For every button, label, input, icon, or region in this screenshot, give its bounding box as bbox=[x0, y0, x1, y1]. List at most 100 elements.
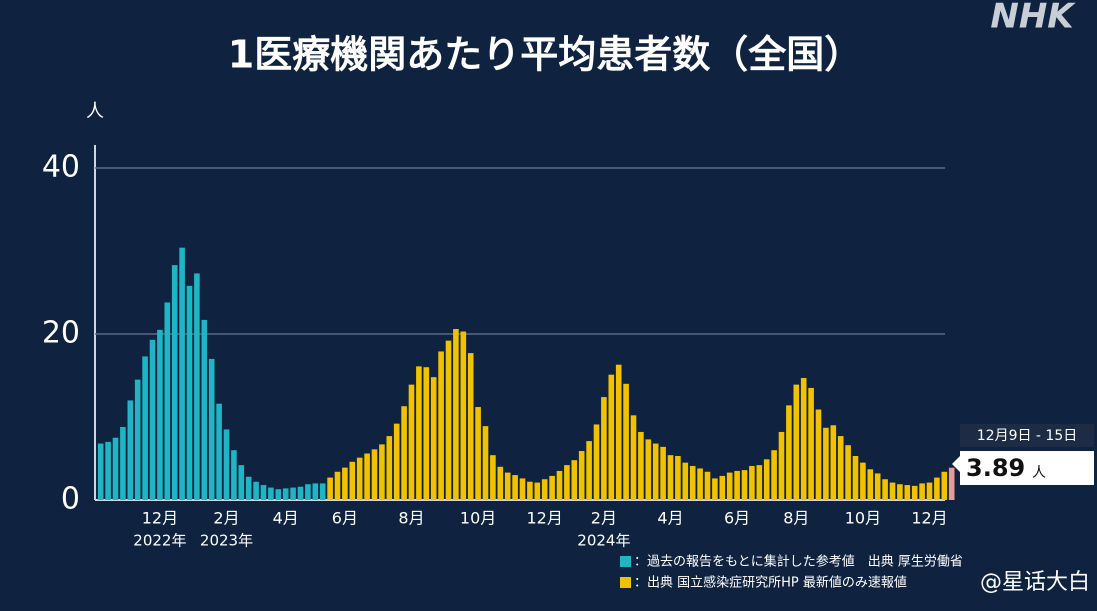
bar bbox=[201, 319, 208, 500]
bar bbox=[586, 441, 592, 500]
bar bbox=[852, 456, 859, 500]
bar bbox=[356, 457, 363, 500]
bar bbox=[697, 468, 703, 500]
chart-title: 1医療機関あたり平均患者数（全国） bbox=[228, 33, 862, 77]
bar bbox=[808, 387, 814, 500]
bar bbox=[438, 351, 444, 500]
bar bbox=[608, 374, 615, 500]
bar bbox=[475, 407, 481, 500]
bar bbox=[889, 482, 896, 500]
bar bbox=[726, 472, 733, 500]
bar bbox=[549, 475, 555, 500]
bar bbox=[223, 429, 230, 500]
bar bbox=[423, 367, 430, 500]
bar bbox=[815, 409, 822, 500]
callout-box bbox=[960, 451, 1094, 485]
bar bbox=[578, 451, 585, 500]
bar bbox=[253, 481, 259, 500]
bar bbox=[97, 443, 104, 500]
bar bbox=[157, 329, 163, 500]
bar bbox=[482, 426, 489, 500]
bar bbox=[334, 471, 341, 500]
bar bbox=[379, 444, 385, 500]
y-tick-label: 20 bbox=[42, 316, 80, 351]
bar bbox=[837, 436, 844, 500]
bar bbox=[556, 470, 563, 500]
bar bbox=[845, 445, 851, 500]
bar bbox=[638, 431, 644, 500]
bar bbox=[771, 450, 777, 500]
x-tick-label: 8月 bbox=[783, 509, 809, 528]
bar bbox=[778, 431, 785, 500]
bar bbox=[490, 455, 496, 500]
legend-label: ：出典 国立感染症研究所HP 最新値のみ速報値 bbox=[634, 575, 907, 591]
bar bbox=[704, 471, 711, 500]
y-axis-label: 人 bbox=[86, 101, 104, 122]
bar bbox=[386, 436, 393, 500]
x-tick-label: 12月 bbox=[527, 509, 563, 528]
bar bbox=[800, 377, 807, 500]
bar bbox=[874, 473, 881, 500]
bar bbox=[763, 459, 770, 500]
bar bbox=[142, 356, 148, 500]
legend-swatch bbox=[620, 556, 631, 567]
bar bbox=[941, 471, 948, 500]
bar bbox=[882, 479, 888, 500]
x-tick-label: 6月 bbox=[332, 509, 358, 528]
bar bbox=[830, 425, 837, 500]
bar bbox=[749, 465, 755, 500]
bar bbox=[467, 353, 474, 500]
bar bbox=[682, 462, 689, 500]
callout-pointer bbox=[952, 456, 960, 472]
bar bbox=[275, 489, 282, 500]
bar bbox=[527, 481, 533, 500]
bar bbox=[305, 484, 311, 500]
bar bbox=[371, 449, 378, 500]
bar bbox=[453, 329, 459, 500]
bar bbox=[860, 462, 866, 500]
bar bbox=[445, 340, 452, 500]
bar bbox=[171, 265, 178, 500]
bar bbox=[179, 247, 185, 500]
x-tick-label: 2月 bbox=[591, 509, 617, 528]
bar bbox=[793, 384, 800, 500]
bar bbox=[504, 472, 511, 500]
x-tick-label: 4月 bbox=[273, 509, 299, 528]
bar bbox=[260, 485, 267, 500]
bar bbox=[519, 478, 526, 500]
bar bbox=[660, 446, 666, 500]
x-tick-label: 10月 bbox=[845, 509, 881, 528]
bar bbox=[393, 423, 400, 500]
x-tick-label: 10月 bbox=[460, 509, 496, 528]
bar bbox=[645, 439, 652, 500]
bar bbox=[867, 469, 874, 500]
callout-unit: 人 bbox=[1032, 465, 1046, 481]
bar bbox=[564, 465, 570, 500]
y-tick-label: 40 bbox=[42, 150, 80, 185]
bar bbox=[593, 424, 600, 500]
x-year-label: 2022年 bbox=[133, 532, 186, 550]
bar bbox=[911, 485, 918, 500]
bar bbox=[734, 470, 740, 500]
bar bbox=[282, 488, 289, 500]
watermark: @星话大白 bbox=[980, 570, 1090, 595]
bar bbox=[601, 397, 607, 500]
y-tick-label: 0 bbox=[61, 482, 80, 517]
x-tick-label: 4月 bbox=[657, 509, 683, 528]
bar bbox=[623, 383, 629, 500]
bar bbox=[208, 358, 215, 500]
bar bbox=[364, 453, 370, 500]
bar bbox=[652, 443, 659, 500]
callout-period: 12月9日 - 15日 bbox=[977, 428, 1078, 444]
bar bbox=[149, 339, 156, 500]
bar bbox=[297, 486, 304, 500]
legend-swatch bbox=[620, 577, 631, 588]
bar bbox=[719, 475, 726, 500]
bar bbox=[312, 483, 319, 500]
bar bbox=[934, 477, 940, 500]
logo: NHK bbox=[990, 0, 1076, 37]
bar bbox=[401, 406, 407, 500]
bar bbox=[615, 364, 622, 500]
